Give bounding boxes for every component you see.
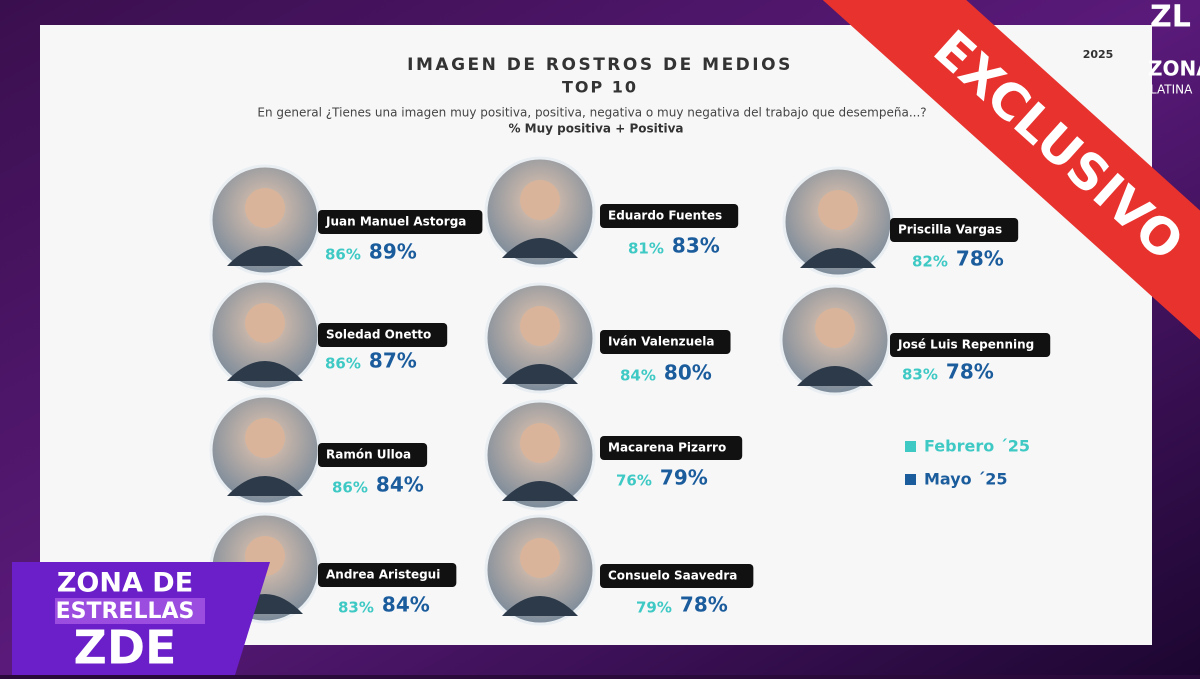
may-value: 84%: [376, 473, 424, 497]
year: 2025: [1083, 48, 1114, 61]
feb-value: 76%: [616, 472, 652, 490]
person-card: Ramón Ulloa 86% 84%: [209, 394, 428, 506]
photo-head: [245, 303, 285, 343]
may-value: 78%: [680, 593, 728, 617]
name-pill: [318, 563, 457, 587]
feb-value: 84%: [620, 367, 656, 385]
feb-value: 79%: [636, 599, 672, 617]
zde-line3: ZDE: [74, 621, 177, 675]
name-pill: [318, 323, 448, 347]
metric: % Muy positiva + Positiva: [508, 122, 683, 136]
feb-value: 86%: [332, 479, 368, 497]
people-grid: Juan Manuel Astorga 86% 89% Soledad Onetto 8…: [209, 156, 1051, 626]
person-card: Eduardo Fuentes 81% 83%: [484, 156, 739, 268]
person-card: Macarena Pizarro 76% 79%: [484, 399, 743, 511]
feb-value: 82%: [912, 253, 948, 271]
photo-head: [520, 180, 560, 220]
person-name: Juan Manuel Astorga: [325, 215, 466, 229]
name-pill: [318, 210, 483, 234]
name-pill: [600, 436, 743, 460]
photo-body: [502, 481, 578, 501]
title: IMAGEN DE ROSTROS DE MEDIOS: [407, 55, 793, 75]
name-pill: [890, 333, 1051, 357]
person-card: Iván Valenzuela 84% 80%: [484, 282, 731, 394]
photo-head: [520, 538, 560, 578]
logo-sub: LATINA: [1150, 83, 1193, 97]
person-card: Priscilla Vargas 82% 78%: [782, 166, 1019, 278]
question: En general ¿Tienes una imagen muy positi…: [257, 106, 926, 120]
banner-band: [794, 0, 1200, 377]
name-pill: [600, 564, 754, 588]
photo-body: [227, 361, 303, 381]
photo-body: [502, 596, 578, 616]
logo-name: ZONA: [1148, 57, 1200, 81]
person-card: Soledad Onetto 86% 87%: [209, 279, 448, 391]
may-value: 79%: [660, 466, 708, 490]
photo-head: [520, 306, 560, 346]
person-name: Eduardo Fuentes: [608, 209, 722, 223]
person-name: Priscilla Vargas: [898, 223, 1002, 237]
may-value: 78%: [956, 247, 1004, 271]
photo-body: [797, 366, 873, 386]
person-card: Juan Manuel Astorga 86% 89%: [209, 164, 483, 276]
legend-swatch-feb: [905, 441, 916, 452]
may-value: 87%: [369, 349, 417, 373]
person-name: José Luis Repenning: [897, 338, 1034, 352]
may-value: 80%: [664, 361, 712, 385]
photo-body: [800, 248, 876, 268]
photo-body: [227, 246, 303, 266]
feb-value: 83%: [902, 366, 938, 384]
may-value: 84%: [382, 593, 430, 617]
feb-value: 86%: [325, 246, 361, 264]
person-name: Soledad Onetto: [326, 328, 431, 342]
feb-value: 83%: [338, 599, 374, 617]
photo-body: [502, 238, 578, 258]
feb-value: 81%: [628, 240, 664, 258]
photo-head: [245, 418, 285, 458]
person-card: Consuelo Saavedra 79% 78%: [484, 514, 754, 626]
name-pill: [600, 204, 739, 228]
name-pill: [890, 218, 1019, 242]
feb-value: 86%: [325, 355, 361, 373]
photo-head: [815, 308, 855, 348]
zde-band: [55, 598, 205, 624]
photo-head: [245, 188, 285, 228]
name-pill: [600, 330, 731, 354]
legend-feb: Febrero ´25: [924, 437, 1030, 456]
legend-swatch-may: [905, 474, 916, 485]
logo-top: ZL: [1150, 0, 1191, 35]
name-pill: [318, 443, 428, 467]
zde-line2: ESTRELLAS: [56, 599, 195, 624]
person-name: Iván Valenzuela: [608, 335, 715, 349]
zde-logo: ZONA DE ESTRELLAS ZDE: [12, 562, 270, 675]
person-card: José Luis Repenning 83% 78%: [779, 284, 1051, 396]
zde-line1: ZONA DE: [57, 568, 193, 599]
person-name: Ramón Ulloa: [326, 448, 411, 462]
person-name: Macarena Pizarro: [608, 441, 726, 455]
subtitle: TOP 10: [562, 78, 638, 97]
person-name: Andrea Aristegui: [326, 568, 440, 582]
legend-may: Mayo ´25: [924, 470, 1007, 489]
may-value: 78%: [946, 360, 994, 384]
photo-body: [227, 476, 303, 496]
photo-head: [520, 423, 560, 463]
photo-head: [818, 190, 858, 230]
photo-body: [502, 364, 578, 384]
may-value: 83%: [672, 234, 720, 258]
may-value: 89%: [369, 240, 417, 264]
person-name: Consuelo Saavedra: [608, 569, 737, 583]
